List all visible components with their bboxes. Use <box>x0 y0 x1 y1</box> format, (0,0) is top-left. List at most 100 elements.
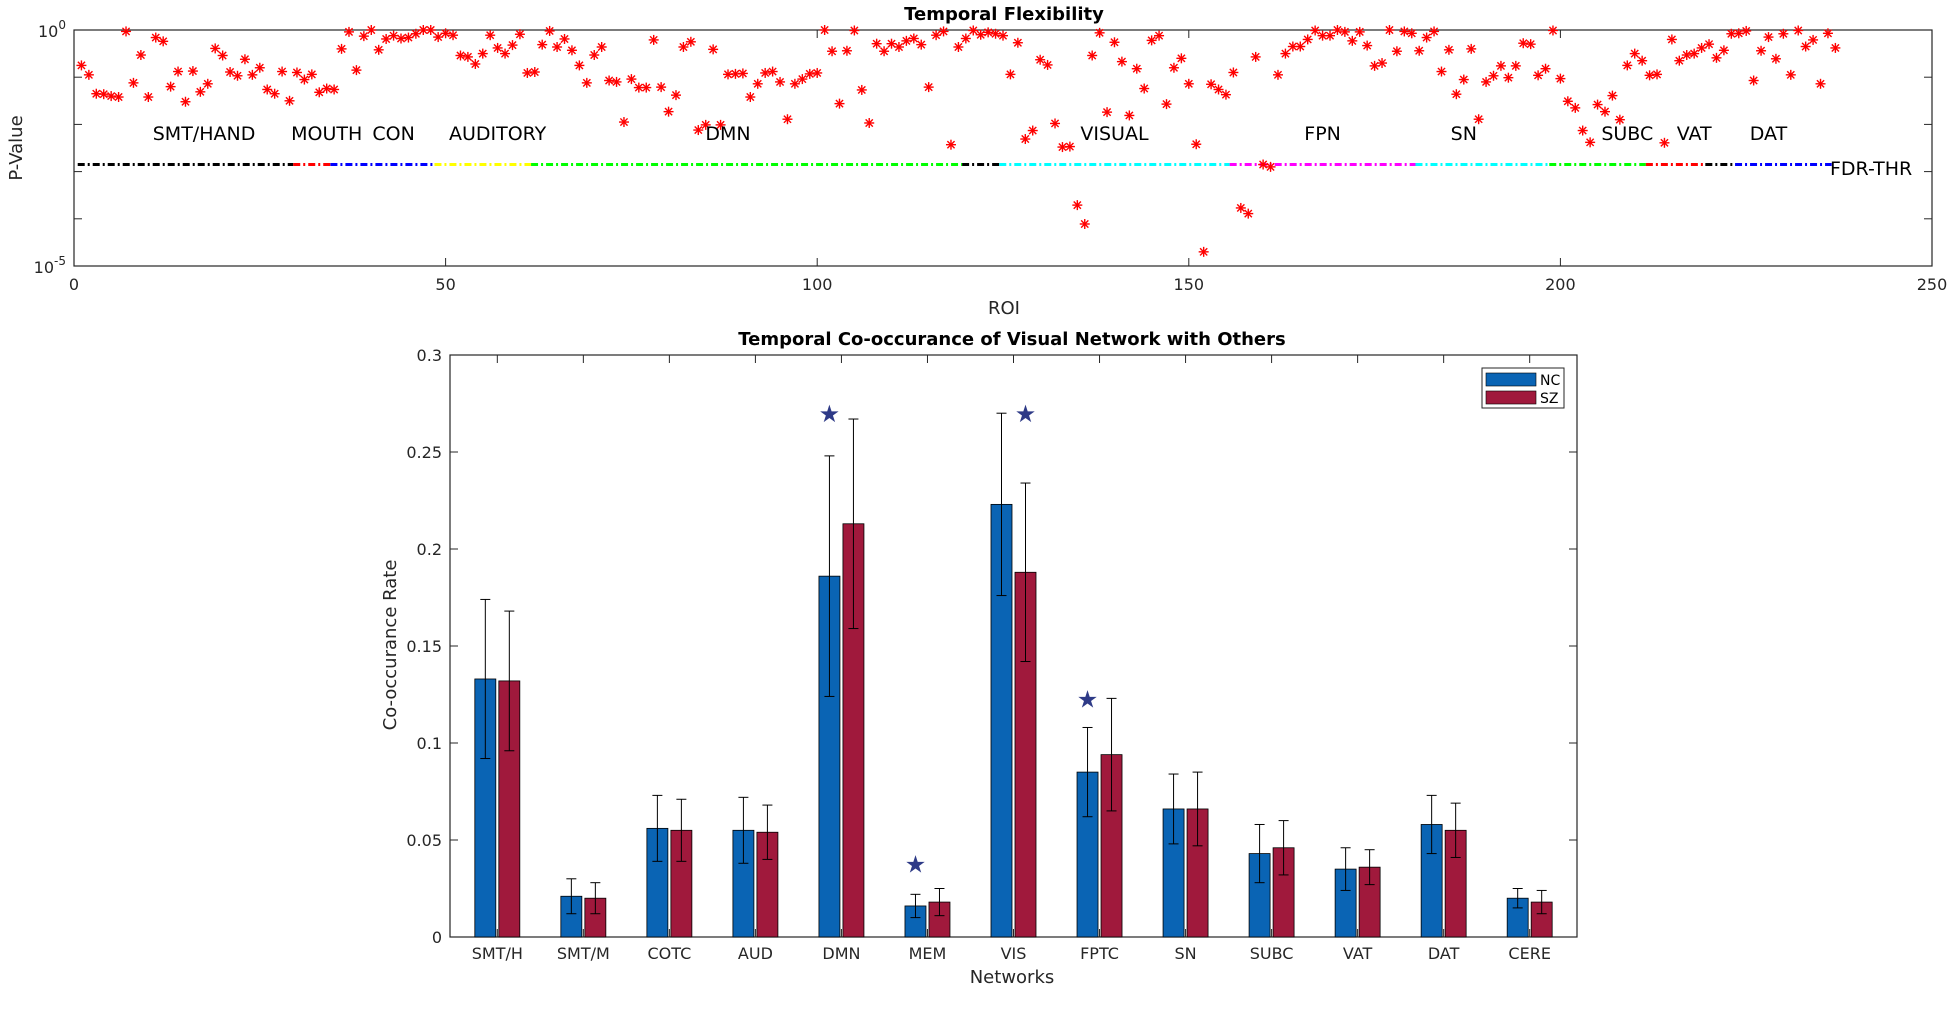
data-point <box>1488 70 1499 81</box>
bottom-plot-area <box>449 354 1578 938</box>
data-point <box>1674 55 1685 66</box>
data-point <box>1414 45 1425 56</box>
data-point <box>1518 38 1529 49</box>
x-tick-label: 200 <box>1545 275 1576 294</box>
top-x-axis-label: ROI <box>988 298 1020 319</box>
data-point <box>425 25 436 35</box>
data-point <box>358 31 369 42</box>
data-point <box>135 50 146 61</box>
data-point <box>1466 43 1477 54</box>
data-point <box>1243 208 1254 219</box>
data-point <box>752 78 763 89</box>
network-label: DMN <box>705 123 750 145</box>
data-point <box>247 69 258 80</box>
y-tick-exponent: -5 <box>54 254 66 268</box>
data-point <box>448 30 459 41</box>
bottom-y-axis-label: Co-occurance Rate <box>380 560 401 731</box>
data-point <box>678 41 689 52</box>
y-tick-label: 0.05 <box>406 831 442 850</box>
data-point <box>477 48 488 59</box>
data-point <box>990 28 1001 39</box>
data-point <box>455 50 466 61</box>
top-y-axis-label: P-Value <box>6 115 27 180</box>
data-point <box>797 74 808 85</box>
data-point <box>953 41 964 52</box>
top-chart-title: Temporal Flexibility <box>904 4 1104 25</box>
data-point <box>1198 246 1209 257</box>
data-point <box>1756 45 1767 56</box>
significance-star: ★ <box>1015 400 1037 428</box>
data-point <box>834 98 845 109</box>
x-tick-label: CERE <box>1508 944 1551 963</box>
bottom-chart-title: Temporal Co-occurance of Visual Network … <box>738 329 1285 350</box>
data-point <box>1183 78 1194 89</box>
data-point <box>1094 27 1105 38</box>
co-occurance-bar-chart: Temporal Co-occurance of Visual Network … <box>380 329 1578 988</box>
data-point <box>1354 26 1365 37</box>
data-point <box>1540 63 1551 74</box>
network-labels: SMT/HAND MOUTH CON AUDITORY DMN VISUAL FPN SN SU… <box>153 123 1788 145</box>
data-point <box>1592 99 1603 110</box>
x-tick-label: FPTC <box>1080 944 1119 963</box>
data-point <box>812 67 823 78</box>
data-point <box>514 29 525 40</box>
data-point <box>745 92 756 103</box>
data-point <box>1258 159 1269 170</box>
data-point <box>1280 48 1291 59</box>
data-point <box>1503 72 1514 83</box>
data-point <box>1131 63 1142 74</box>
data-point <box>1585 137 1596 148</box>
data-point <box>1473 114 1484 125</box>
data-point <box>1815 78 1826 89</box>
data-point <box>611 76 622 87</box>
data-point <box>1406 28 1417 39</box>
data-point <box>1228 67 1239 78</box>
data-point <box>1599 106 1610 117</box>
x-tick-label: DMN <box>822 944 860 963</box>
data-point <box>1012 37 1023 48</box>
data-point <box>1763 32 1774 43</box>
data-point <box>396 33 407 44</box>
data-point <box>150 32 161 43</box>
data-point <box>1770 53 1781 64</box>
data-point <box>730 68 741 79</box>
data-point <box>1429 26 1440 37</box>
significance-star: ★ <box>905 850 927 878</box>
data-point <box>1206 79 1217 90</box>
data-point <box>1562 96 1573 107</box>
network-label: VAT <box>1677 123 1712 145</box>
data-point <box>931 30 942 41</box>
data-point <box>1481 76 1492 87</box>
data-point <box>1689 48 1700 59</box>
data-point <box>1384 25 1395 35</box>
data-point <box>410 28 421 39</box>
data-point <box>1495 60 1506 71</box>
data-point <box>165 81 176 92</box>
data-point <box>715 119 726 130</box>
data-point <box>1644 70 1655 81</box>
data-point <box>1436 66 1447 77</box>
data-point <box>641 82 652 93</box>
y-tick-label: 0.2 <box>417 540 442 559</box>
data-point <box>1050 118 1061 129</box>
data-point <box>685 36 696 47</box>
data-point <box>1042 59 1053 70</box>
y-tick-label: 0.25 <box>406 443 442 462</box>
data-point <box>1161 99 1172 110</box>
data-point <box>440 28 451 39</box>
data-point <box>1629 48 1640 59</box>
data-point <box>1102 107 1113 118</box>
data-point <box>737 68 748 79</box>
x-tick-label: 250 <box>1917 275 1948 294</box>
data-point <box>1317 30 1328 41</box>
data-point <box>1079 218 1090 229</box>
data-point <box>351 65 362 76</box>
data-point <box>1704 39 1715 50</box>
fdr-threshold-label: FDR-THR <box>1830 158 1912 180</box>
data-point <box>98 89 109 100</box>
p-value-points <box>76 25 1841 257</box>
x-tick-label: 150 <box>1174 275 1205 294</box>
data-point <box>269 88 280 99</box>
data-point <box>1696 42 1707 53</box>
